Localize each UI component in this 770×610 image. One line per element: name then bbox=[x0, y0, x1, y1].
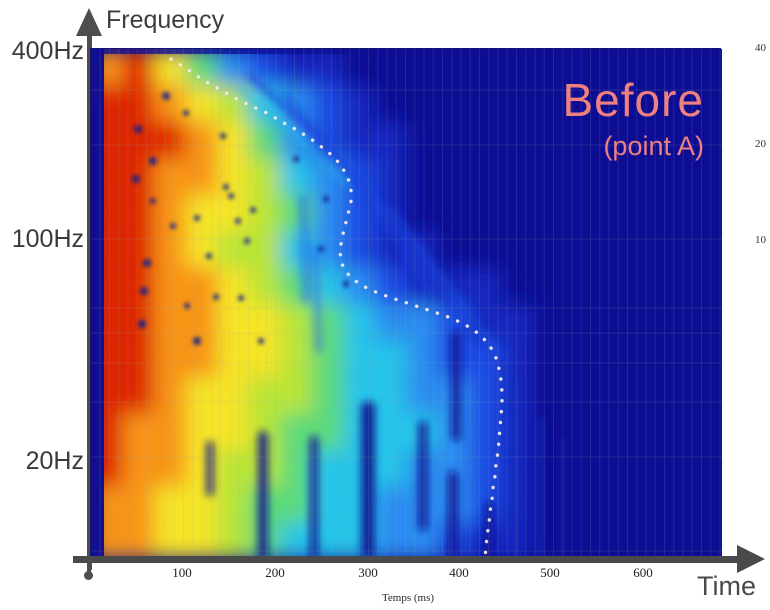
y-tick-label: 20Hz bbox=[25, 447, 84, 475]
origin-dot bbox=[84, 571, 93, 580]
y-tick-label: 400Hz bbox=[11, 37, 84, 65]
right-panel-tick-label: 40 bbox=[755, 42, 766, 54]
annotation-point-a: (point A) bbox=[603, 131, 704, 161]
x-axis-line bbox=[73, 556, 737, 563]
annotation-before: Before bbox=[562, 74, 704, 126]
x-axis-sublabel: Temps (ms) bbox=[381, 592, 435, 604]
spectrogram-heatmap bbox=[91, 49, 722, 559]
x-axis-label: Time bbox=[697, 571, 756, 601]
x-tick-label: 200 bbox=[265, 565, 285, 580]
right-panel-tick-label: 10 bbox=[755, 234, 766, 246]
y-tick-label: 100Hz bbox=[11, 225, 84, 253]
x-tick-label: 300 bbox=[358, 565, 378, 580]
x-tick-label: 100 bbox=[172, 565, 192, 580]
spectrogram-plot: Before (point A) bbox=[90, 48, 722, 559]
y-axis-label: Frequency bbox=[106, 6, 225, 34]
x-tick-label: 400 bbox=[449, 565, 469, 580]
origin-tick bbox=[87, 560, 91, 573]
x-tick-label: 500 bbox=[540, 565, 560, 580]
y-axis-line bbox=[87, 30, 92, 570]
right-panel-tick-label: 20 bbox=[755, 138, 766, 150]
x-tick-label: 600 bbox=[633, 565, 653, 580]
x-axis-arrow-icon bbox=[737, 545, 765, 573]
